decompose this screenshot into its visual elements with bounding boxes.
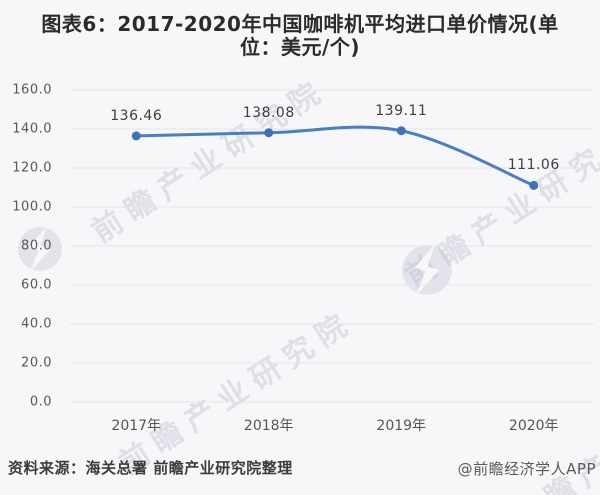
price-line-series bbox=[134, 125, 536, 187]
x-axis-label: 2017年 bbox=[111, 418, 162, 434]
y-axis-tick-label: 40.0 bbox=[21, 316, 52, 332]
x-axis-label: 2019年 bbox=[376, 418, 427, 434]
chart-title-line2: 位：美元/个) bbox=[240, 35, 360, 59]
data-point-marker bbox=[396, 126, 406, 136]
x-axis-label: 2020年 bbox=[508, 418, 559, 434]
data-point-marker bbox=[264, 128, 274, 138]
x-axis-label: 2018年 bbox=[243, 418, 294, 434]
data-point-label: 136.46 bbox=[110, 107, 163, 124]
y-axis-tick-label: 160.0 bbox=[12, 82, 52, 98]
y-axis-tick-label: 100.0 bbox=[12, 199, 52, 215]
y-axis-tick-label: 120.0 bbox=[12, 160, 52, 176]
data-point-label: 111.06 bbox=[507, 157, 560, 174]
chart-title: 图表6：2017-2020年中国咖啡机平均进口单价情况(单 位：美元/个) bbox=[20, 13, 580, 59]
source-note: 资料来源：海关总署 前瞻产业研究院整理 bbox=[8, 459, 293, 477]
data-point-marker bbox=[529, 180, 539, 190]
y-axis-tick-label: 20.0 bbox=[21, 355, 52, 371]
data-point-label: 138.08 bbox=[242, 104, 295, 121]
data-point-marker bbox=[131, 131, 141, 141]
data-point-label: 139.11 bbox=[375, 102, 428, 119]
app-credit: @前瞻经济学人APP bbox=[457, 460, 596, 478]
y-axis-tick-label: 60.0 bbox=[21, 277, 52, 293]
y-axis-tick-label: 140.0 bbox=[12, 121, 52, 137]
chart-title-line1: 图表6：2017-2020年中国咖啡机平均进口单价情况(单 bbox=[41, 12, 559, 36]
y-axis-tick-label: 0.0 bbox=[29, 394, 52, 410]
